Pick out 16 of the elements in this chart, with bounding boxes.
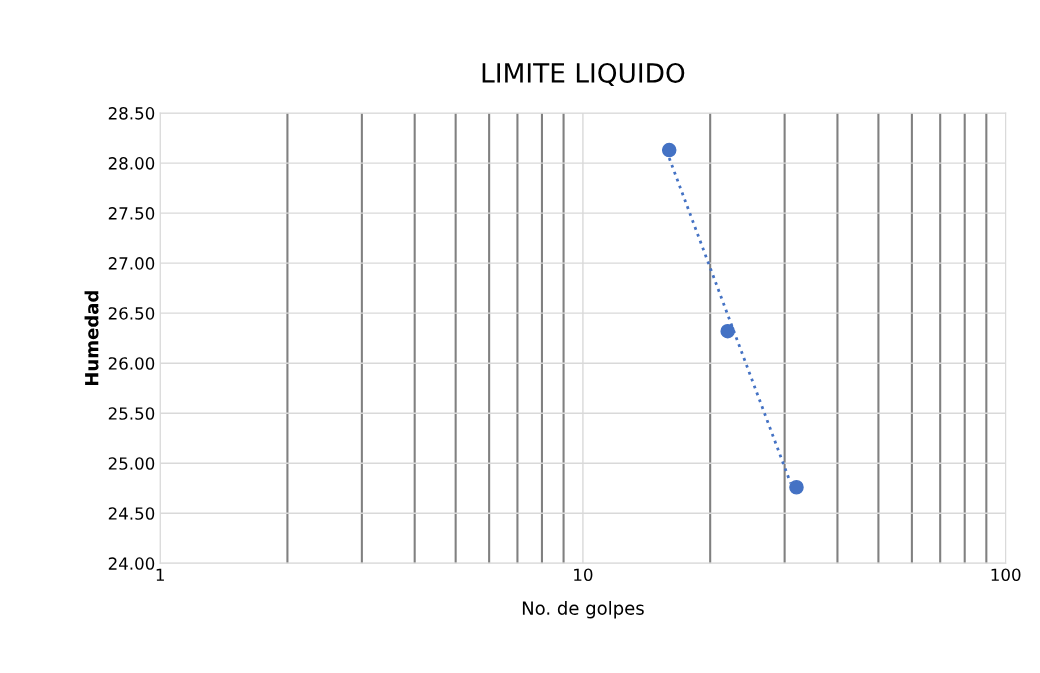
y-tick-label: 25.00 (108, 457, 155, 470)
y-tick-label: 27.00 (108, 257, 155, 270)
chart-title: LIMITE LIQUIDO (482, 62, 685, 86)
y-tick-label: 25.50 (108, 407, 155, 420)
y-tick-label: 24.00 (108, 557, 155, 570)
y-tick-label: 26.50 (108, 307, 155, 320)
y-tick-label: 24.50 (108, 507, 155, 520)
y-tick-label: 27.50 (108, 207, 155, 220)
y-axis-title: Humedad (84, 291, 99, 386)
x-tick-label: 1 (156, 568, 164, 581)
x-axis-title: No. de golpes (522, 600, 644, 619)
y-tick-label: 26.00 (108, 357, 155, 370)
x-tick-label: 100 (991, 568, 1021, 582)
x-tick-label: 10 (574, 568, 593, 582)
y-tick-label: 28.00 (108, 157, 155, 170)
y-tick-label: 28.50 (108, 107, 155, 120)
